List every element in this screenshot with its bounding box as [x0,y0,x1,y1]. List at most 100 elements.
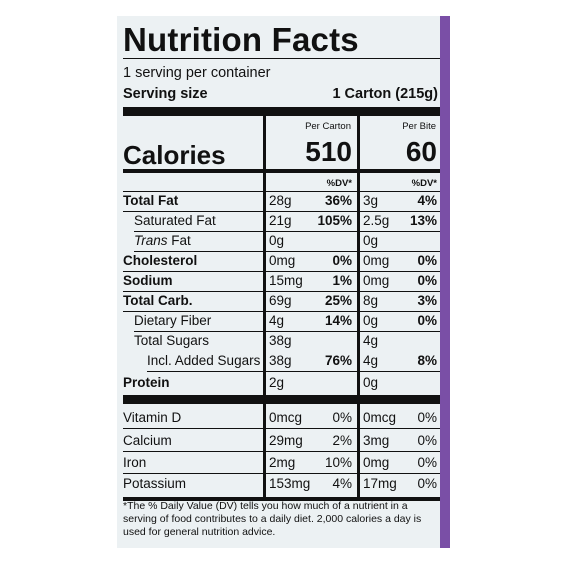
per-carton-dv: 25% [324,293,352,308]
per-bite-amount: 4g [363,353,379,368]
vitamin-bite-dv: 0% [417,476,437,491]
vitamin-carton-amount: 29mg [269,433,303,448]
row-divider [123,311,440,312]
nutrient-label-text: Cholesterol [123,253,198,268]
vitamin-carton-amount: 0mcg [269,410,303,425]
vitamin-carton-amount: 2mg [269,455,296,470]
nutrient-label: Total Fat [123,192,178,210]
per-carton-amount: 0g [269,233,285,248]
per-bite-dv: 8% [417,353,437,368]
dv-header-bite: %DV* [411,178,437,189]
footnote-rule [123,497,440,501]
calories-per-bite: 60 [405,136,437,167]
vitamin-carton-dv: 0% [332,410,352,425]
per-bite-dv: 0% [417,273,437,288]
thick-rule-top [123,107,440,116]
per-bite-amount: 0g [363,313,379,328]
title-rule [123,58,440,59]
row-divider [134,231,440,232]
nutrient-label-text: Trans [134,233,168,248]
per-bite-dv: 4% [417,193,437,208]
per-carton-dv: 105% [317,213,352,228]
per-bite-amount: 2.5g [363,213,390,228]
per-carton-dv: 1% [332,273,352,288]
vitamin-carton-dv: 2% [332,433,352,448]
vitamin-label: Calcium [123,433,172,448]
nutrient-label: Saturated Fat [134,212,216,230]
nutrient-label-text: Saturated Fat [134,213,216,228]
per-bite-amount: 3g [363,193,379,208]
nutrient-label: Incl. Added Sugars [147,352,260,370]
panel-title: Nutrition Facts [123,21,359,58]
vitamin-bite-amount: 17mg [363,476,397,491]
thick-rule-bottom [123,395,440,404]
per-bite-amount: 0g [363,375,379,390]
vitamin-divider [123,428,440,429]
medium-rule-calories [123,169,440,173]
vitamin-divider [123,473,440,474]
vitamin-bite-dv: 0% [417,433,437,448]
vitamin-carton-amount: 153mg [269,476,311,491]
per-carton-amount: 38g [269,333,292,348]
serving-size-label: Serving size [123,86,208,102]
nutrient-label-text: Sodium [123,273,173,288]
per-bite-amount: 0g [363,233,379,248]
nutrient-label: Dietary Fiber [134,312,211,330]
per-carton-amount: 38g [269,353,292,368]
column-divider-bite [357,116,360,497]
nutrient-label: Trans Fat [134,232,191,250]
rule-dv [123,191,440,192]
vitamin-carton-dv: 10% [324,455,352,470]
per-bite-dv: 3% [417,293,437,308]
per-carton-dv: 14% [324,313,352,328]
per-carton-amount: 21g [269,213,292,228]
per-carton-amount: 4g [269,313,285,328]
nutrient-label: Sodium [123,272,173,290]
nutrient-label-text: Incl. Added Sugars [147,353,261,368]
servings-per-container: 1 serving per container [123,65,271,81]
row-divider [134,251,440,252]
serving-size-value: 1 Carton (215g) [332,86,438,102]
nutrient-label-text: Total Carb. [123,293,193,308]
vitamin-bite-dv: 0% [417,455,437,470]
per-bite-amount: 4g [363,333,379,348]
per-bite-amount: 0mg [363,253,390,268]
vitamin-label: Vitamin D [123,410,182,425]
vitamin-bite-amount: 3mg [363,433,390,448]
nutrient-label: Protein [123,374,170,392]
nutrient-label: Total Carb. [123,292,193,310]
per-carton-dv: 0% [332,253,352,268]
row-divider [147,371,440,372]
per-carton-amount: 69g [269,293,292,308]
footnote: *The % Daily Value (DV) tells you how mu… [123,500,422,538]
per-carton-dv: 76% [324,353,352,368]
nutrition-facts-panel [117,16,440,548]
vitamin-bite-amount: 0mcg [363,410,397,425]
per-bite-dv: 0% [417,253,437,268]
per-bite-dv: 0% [417,313,437,328]
per-bite-header: Per Bite [402,121,436,132]
per-carton-amount: 0mg [269,253,296,268]
calories-label: Calories [123,140,226,170]
row-divider [123,211,440,212]
vitamin-label: Potassium [123,476,187,491]
nutrient-label-text: Protein [123,375,170,390]
column-divider-carton [263,116,266,497]
vitamin-bite-dv: 0% [417,410,437,425]
per-bite-amount: 8g [363,293,379,308]
nutrient-label-text: Total Sugars [134,333,210,348]
vitamin-bite-amount: 0mg [363,455,390,470]
per-bite-dv: 13% [409,213,437,228]
per-carton-dv: 36% [324,193,352,208]
vitamin-label: Iron [123,455,147,470]
nutrient-label: Total Sugars [134,332,209,350]
vitamin-carton-dv: 4% [332,476,352,491]
per-carton-amount: 15mg [269,273,303,288]
vitamin-divider [123,451,440,452]
row-divider [123,291,440,292]
row-divider [123,271,440,272]
nutrient-label-suffix: Fat [167,233,191,248]
per-bite-amount: 0mg [363,273,390,288]
nutrient-label-text: Total Fat [123,193,179,208]
calories-per-carton: 510 [305,136,352,167]
